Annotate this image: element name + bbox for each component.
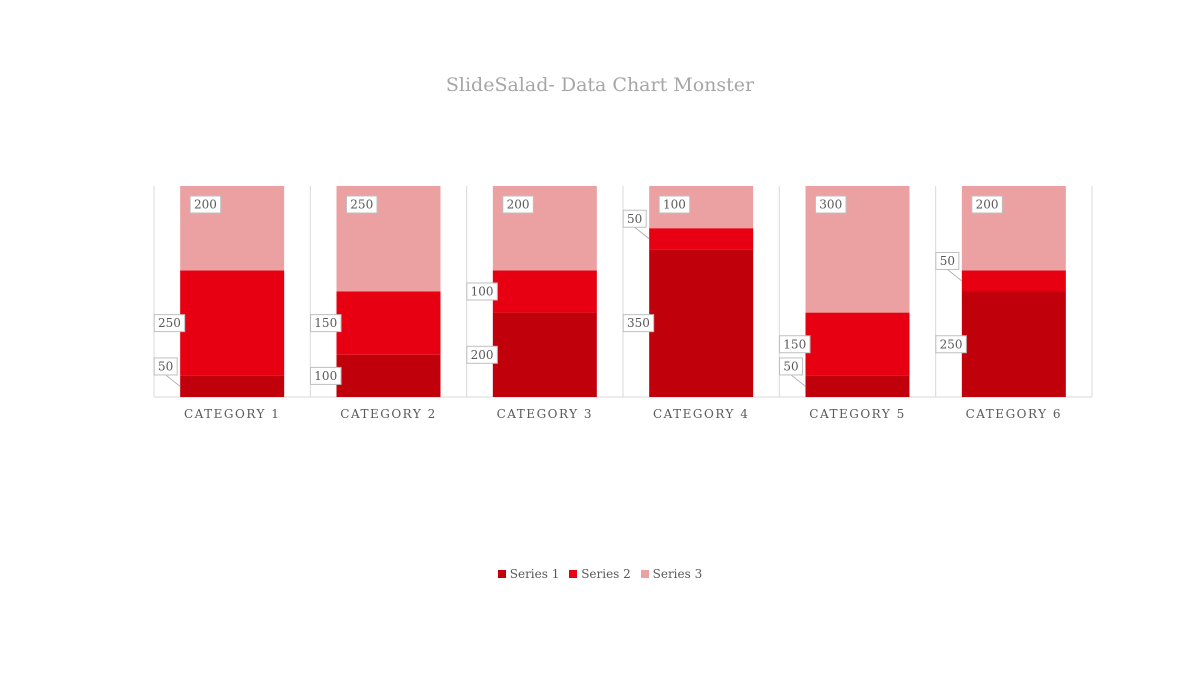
data-label: 200 (507, 198, 530, 212)
x-tick-label: CATEGORY 4 (653, 407, 749, 421)
data-label: 150 (314, 316, 337, 330)
data-label: 100 (663, 198, 686, 212)
bar-segment (961, 291, 1066, 397)
data-label: 250 (158, 316, 181, 330)
data-label-box (502, 195, 534, 214)
x-tick-label: CATEGORY 6 (966, 407, 1062, 421)
bar-segment (649, 228, 754, 250)
data-label-box (935, 335, 967, 354)
data-label-leader (165, 374, 181, 387)
data-label-box (622, 314, 655, 333)
bar-segment (805, 375, 910, 397)
data-label: 50 (940, 254, 955, 268)
data-label: 150 (783, 337, 806, 351)
data-label-box (310, 366, 342, 385)
data-label-box (189, 195, 222, 214)
chart-title: SlideSalad- Data Chart Monster (445, 74, 755, 96)
data-label-leader (634, 226, 650, 240)
x-tick-label: CATEGORY 5 (809, 407, 905, 421)
data-label-box (466, 282, 498, 301)
data-label-box (310, 314, 342, 333)
bar-segment (492, 312, 597, 397)
data-label-box (153, 314, 186, 333)
data-label-box (935, 251, 960, 270)
bar-segment (336, 291, 441, 355)
x-tick-label: CATEGORY 1 (184, 407, 280, 421)
data-label: 50 (627, 212, 642, 226)
bar-segment (649, 249, 754, 397)
legend-item-series-2: Series 2 (569, 567, 631, 581)
data-label-box (466, 345, 498, 364)
data-label: 200 (976, 198, 999, 212)
data-label-box (622, 209, 647, 228)
data-label-box (779, 335, 811, 354)
data-label: 200 (194, 198, 217, 212)
data-label: 100 (471, 285, 494, 299)
data-label-box (971, 195, 1003, 214)
legend-swatch-series-1 (497, 570, 506, 578)
bar-segment (492, 270, 597, 313)
data-label-leader (947, 269, 963, 282)
data-label-leader (790, 374, 806, 387)
bar-segment (180, 375, 285, 397)
data-label: 250 (350, 198, 373, 212)
data-label: 300 (819, 198, 842, 212)
x-tick-label: CATEGORY 3 (497, 407, 593, 421)
legend-label-series-3: Series 3 (652, 567, 703, 581)
data-label-box (779, 357, 803, 376)
legend-label-series-1: Series 1 (509, 567, 560, 581)
legend-swatch-series-3 (640, 570, 649, 578)
data-label: 50 (783, 359, 798, 373)
data-label: 50 (158, 359, 173, 373)
data-label: 100 (314, 369, 337, 383)
legend-item-series-3: Series 3 (640, 567, 703, 581)
bar-segment (961, 270, 1066, 292)
bar-segment (180, 270, 285, 376)
chart-legend: Series 1 Series 2 Series 3 (0, 567, 1200, 581)
legend-item-series-1: Series 1 (497, 567, 560, 581)
x-tick-label: CATEGORY 2 (340, 407, 436, 421)
legend-swatch-series-2 (569, 570, 578, 578)
legend-label-series-2: Series 2 (581, 567, 631, 581)
data-label-box (346, 195, 378, 214)
data-label-box (815, 195, 847, 214)
data-label: 250 (940, 337, 963, 351)
data-label: 350 (627, 316, 650, 330)
data-label-box (153, 357, 178, 376)
data-label-box (658, 195, 691, 214)
bar-segment (336, 354, 441, 397)
data-label: 200 (471, 348, 494, 362)
bar-segment (805, 312, 910, 376)
